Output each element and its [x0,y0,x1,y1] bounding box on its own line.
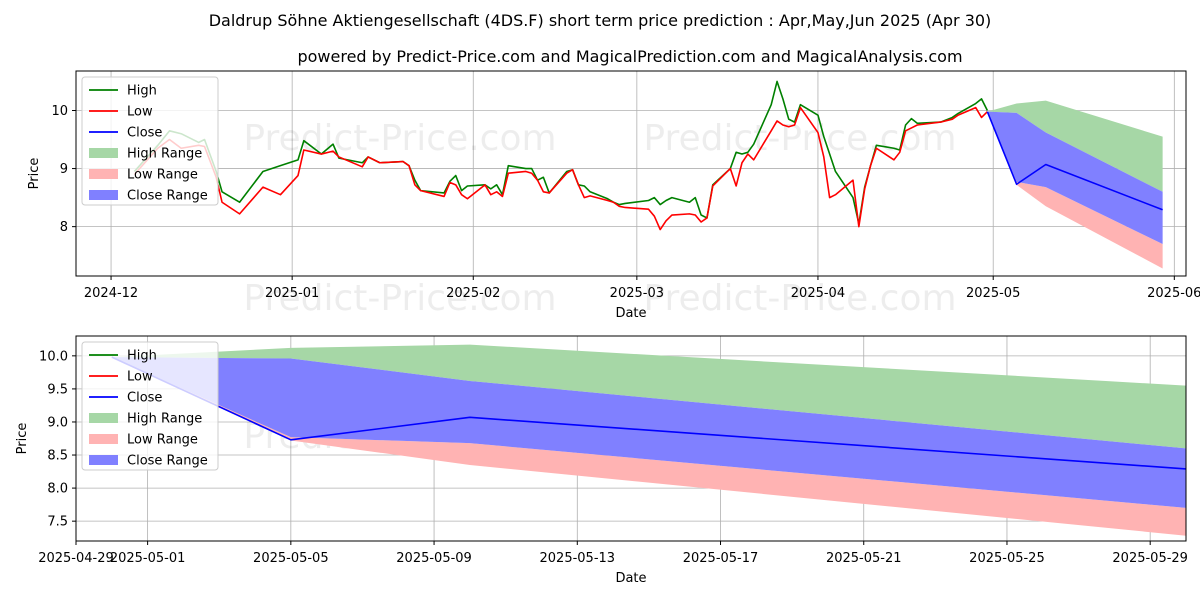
y-tick-label: 8 [60,220,68,235]
x-tick-label: 2025-03 [610,286,664,301]
watermark: Predict-Price.com [243,278,556,319]
legend-label: Close Range [127,189,208,204]
high-range-area [111,344,1186,449]
low-range-legend-swatch [89,434,118,444]
x-axis-label: Date [615,306,646,321]
upper-chart-panel: Predict-Price.com Predict-Price.com Predic… [27,70,1200,321]
legend: High Low Close High Range Low Range Close Ran… [81,341,219,471]
y-tick-label: 8.0 [47,482,68,497]
x-tick-label: 2025-04-29 [38,551,114,566]
x-tick-label: 2025-01 [265,286,319,301]
close-range-legend-swatch [89,190,118,200]
watermark: Predict-Price.com [643,118,956,159]
y-tick-label: 9.5 [47,382,68,397]
legend-label: High [127,84,157,99]
watermark: Predict-Price.com [243,118,556,159]
legend-label: Low [127,370,153,385]
x-tick-label: 2025-05-25 [969,551,1045,566]
legend-label: Close Range [127,454,208,469]
y-tick-label: 10.0 [39,349,68,364]
y-tick-label: 9.0 [47,415,68,430]
y-tick-label: 8.5 [47,449,68,464]
lower-chart-panel: Predict-Price.comPredict-Price.com2025-0… [15,335,1188,586]
high-line [133,80,989,225]
y-axis-label: Price [15,423,30,455]
x-tick-label: 2025-05 [966,286,1020,301]
axes-frame [75,335,1187,542]
watermark: Predict-Price.com [643,278,956,319]
x-tick-label: 2025-05-09 [396,551,472,566]
x-tick-label: 2025-05-17 [683,551,759,566]
legend-label: Low Range [127,433,198,448]
x-tick-label: 2025-04 [791,286,845,301]
high-range-area [987,100,1163,192]
x-axis-label: Date [615,571,646,586]
x-tick-label: 2025-05-29 [1112,551,1188,566]
x-tick-label: 2025-06 [1147,286,1200,301]
legend: High Low Close High Range Low Range Close Ran… [81,76,219,206]
legend-label: Close [127,391,162,406]
x-tick-label: 2025-05-21 [826,551,902,566]
y-axis-label: Price [27,158,42,190]
plot-area [133,80,1163,269]
low-range-area [987,111,1163,269]
high-range-legend-swatch [89,413,118,423]
x-tick-label: 2024-12 [84,286,138,301]
x-tick-label: 2025-05-01 [110,551,186,566]
x-tick-label: 2025-05-05 [253,551,329,566]
chart-subtitle: powered by Predict-Price.com and Magical… [297,47,962,66]
legend-label: Close [127,126,162,141]
low-range-legend-swatch [89,169,118,179]
high-range-legend-swatch [89,148,118,158]
y-tick-label: 10 [51,104,68,119]
y-tick-label: 9 [60,162,68,177]
legend-label: High [127,349,157,364]
axes-frame [75,70,1187,277]
y-tick-label: 7.5 [47,515,68,530]
x-tick-label: 2025-05-13 [540,551,616,566]
plot-area [111,344,1186,536]
close-line [986,111,1163,211]
low-line [133,106,988,231]
legend-label: Low [127,105,153,120]
legend-label: High Range [127,147,202,162]
close-range-area [111,357,1186,508]
close-range-legend-swatch [89,455,118,465]
chart-title: Daldrup Söhne Aktiengesellschaft (4DS.F)… [209,11,992,30]
x-tick-label: 2025-02 [446,286,500,301]
close-range-area [987,111,1163,245]
legend-label: High Range [127,412,202,427]
low-range-area [111,357,1186,536]
legend-label: Low Range [127,168,198,183]
